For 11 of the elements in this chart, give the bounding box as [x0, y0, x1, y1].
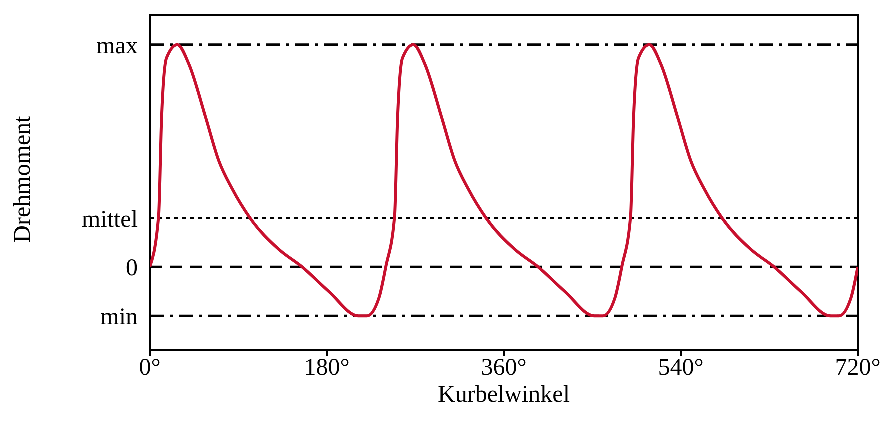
- ref-line-label: mittel: [82, 206, 138, 233]
- ref-line-label: 0: [126, 256, 138, 282]
- x-tick-label: 0°: [139, 355, 161, 382]
- x-tick-label: 360°: [481, 355, 527, 382]
- x-tick-label: 720°: [835, 355, 881, 382]
- ref-line-label: min: [100, 304, 138, 331]
- ref-line-label: max: [96, 33, 138, 60]
- x-axis-title: Kurbelwinkel: [438, 382, 570, 408]
- y-axis-title: Drehmoment: [10, 116, 36, 242]
- x-tick-label: 180°: [304, 355, 350, 382]
- x-tick-label: 540°: [658, 355, 704, 382]
